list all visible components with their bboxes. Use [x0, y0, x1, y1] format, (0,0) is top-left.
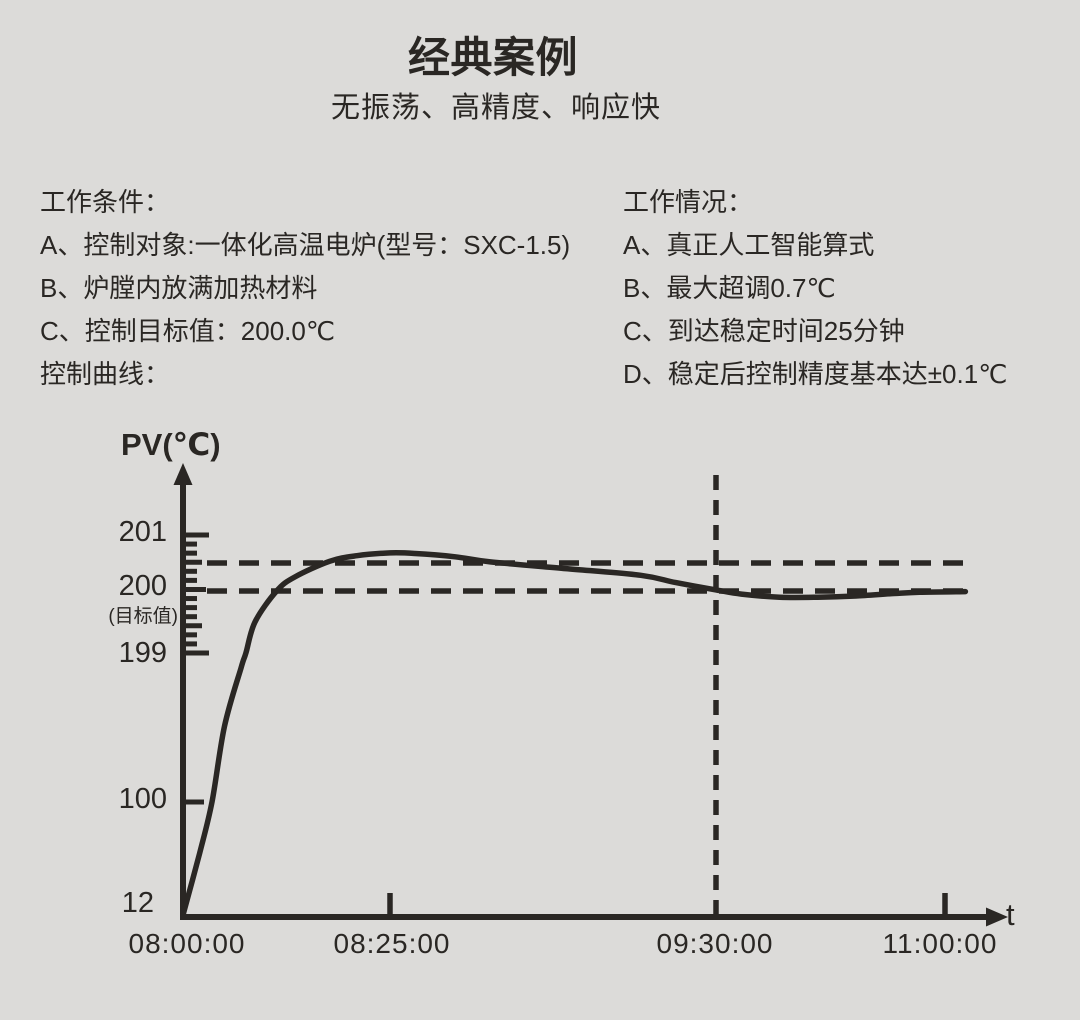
list-item: A、控制对象:一体化高温电炉(型号：SXC-1.5) [40, 230, 571, 260]
x-tick-label: 08:25:00 [333, 928, 451, 959]
x-axis-arrow [986, 907, 1008, 927]
x-tick-label: 09:30:00 [656, 928, 774, 959]
y-tick-label: 201 [118, 516, 167, 548]
results-section: 工作情况： A、真正人工智能算式 B、最大超调0.7℃ C、到达稳定时间25分钟… [623, 181, 1007, 396]
results-heading: 工作情况： [623, 187, 754, 217]
conditions-section: 工作条件： A、控制对象:一体化高温电炉(型号：SXC-1.5) B、炉膛内放满… [40, 181, 570, 396]
x-tick-label: 08:00:00 [128, 928, 246, 959]
y-tick-label: 12 [121, 887, 154, 919]
list-item: C、到达稳定时间25分钟 [623, 316, 905, 346]
list-item: C、控制目标值：200.0℃ [40, 316, 336, 346]
x-axis-title: t [1006, 897, 1015, 932]
curve-caption: 控制曲线： [40, 359, 171, 389]
conditions-heading: 工作条件： [40, 187, 171, 217]
x-tick-label: 11:00:00 [882, 928, 998, 959]
y-tick-label: 199 [118, 637, 167, 669]
list-item: A、真正人工智能算式 [623, 230, 875, 260]
list-item: B、炉膛内放满加热材料 [40, 273, 318, 303]
y-tick-label-target: 200 [118, 570, 167, 602]
page-subtitle: 无振荡、高精度、响应快 [331, 92, 662, 124]
list-item: B、最大超调0.7℃ [623, 273, 836, 303]
y-axis-arrow [173, 463, 193, 485]
pv-curve [180, 549, 969, 918]
y-axis-title: PV(℃) [121, 427, 221, 462]
target-value-note: (目标值) [108, 606, 178, 627]
page-title: 经典案例 [408, 34, 579, 81]
y-tick-label: 100 [118, 783, 167, 815]
list-item: D、稳定后控制精度基本达±0.1℃ [623, 359, 1008, 389]
